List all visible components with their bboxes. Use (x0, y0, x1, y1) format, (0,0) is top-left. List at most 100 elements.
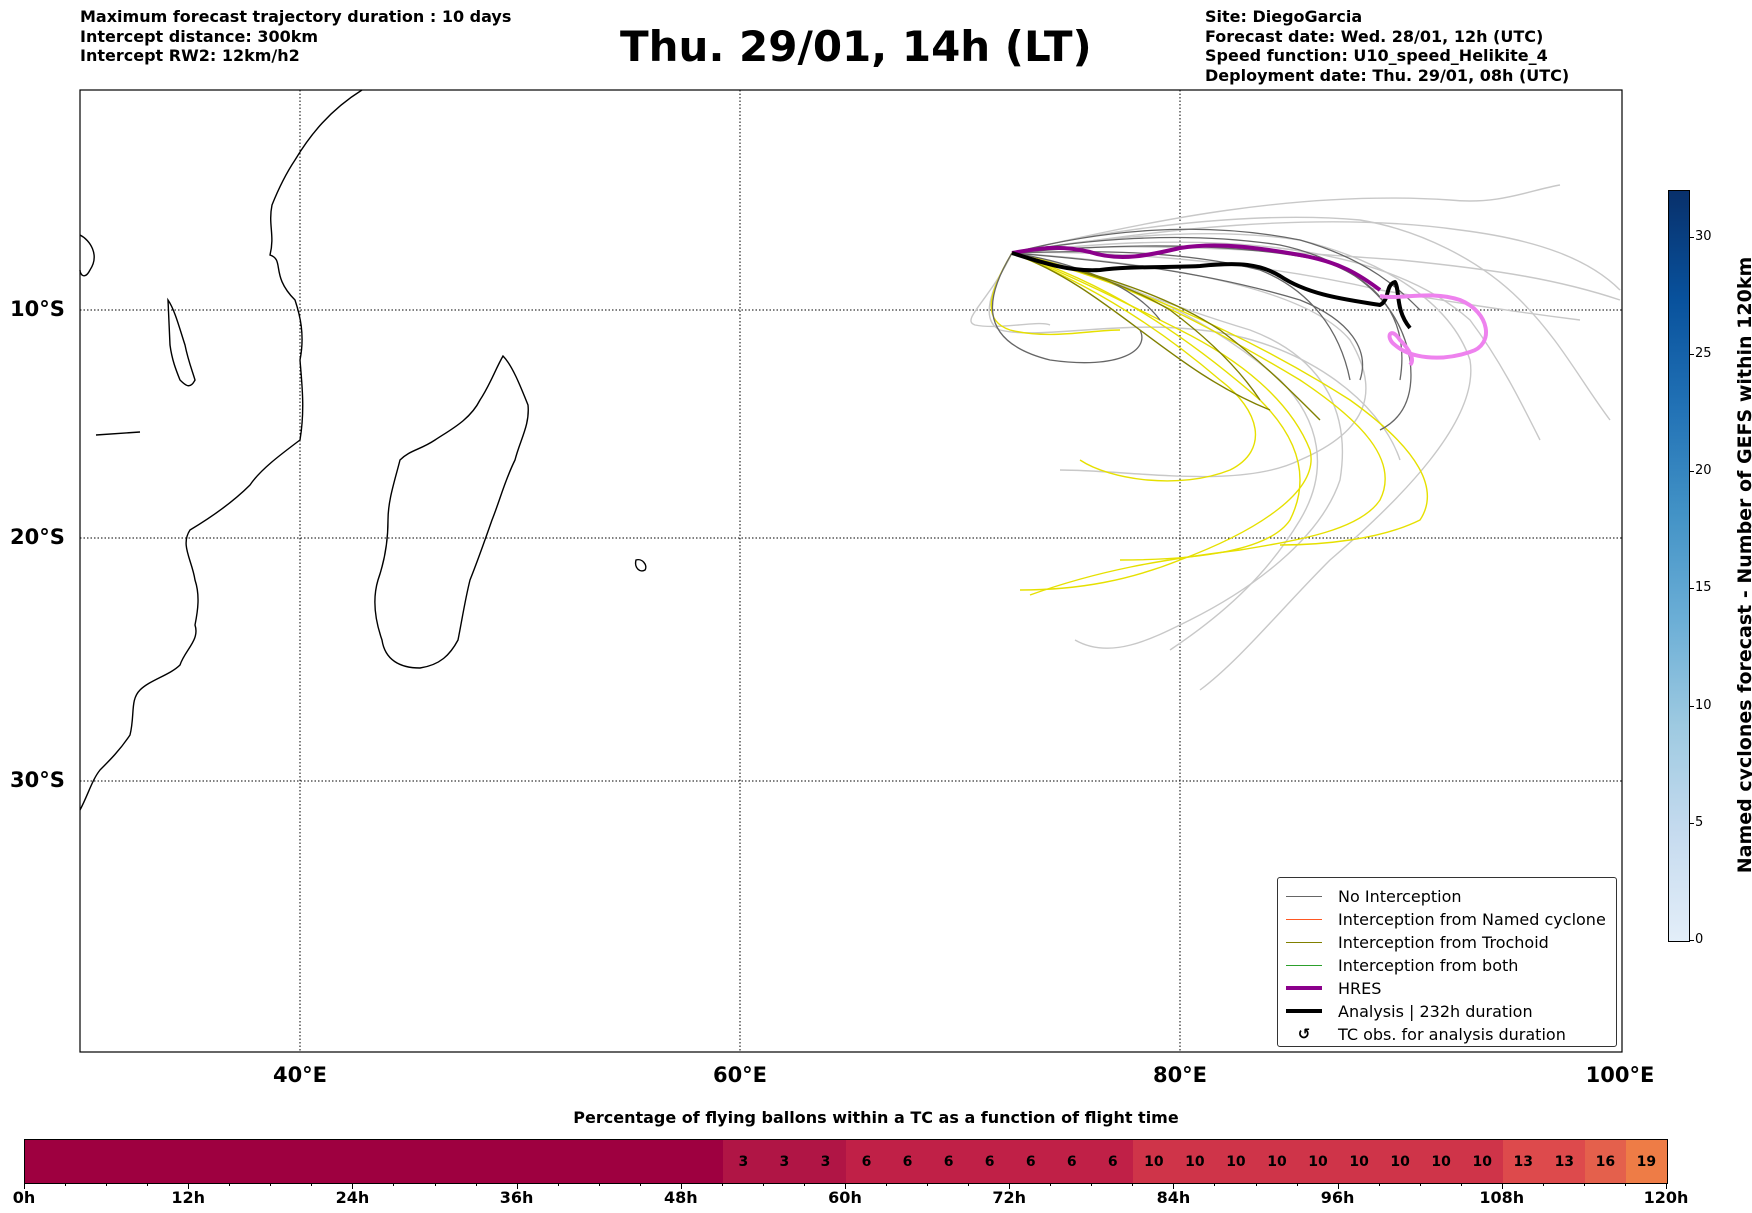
bar-tick-mark (845, 1183, 846, 1189)
bar-segment: 10 (1256, 1140, 1298, 1183)
bar-tick-mark (803, 1183, 805, 1186)
bar-segment: 6 (887, 1140, 929, 1183)
bar-tick-mark (1132, 1183, 1134, 1186)
colorbar-tick-label: 25 (1695, 346, 1712, 362)
header-site: Site: DiegoGarcia (1205, 7, 1363, 26)
colorbar-tick-label: 10 (1695, 697, 1712, 713)
tc-obs-icon: ↺ (1297, 1025, 1311, 1043)
legend-label: Analysis | 232h duration (1338, 1001, 1533, 1021)
header-deployment-date: Deployment date: Thu. 29/01, 08h (UTC) (1205, 65, 1570, 85)
legend-both: Interception from both (1286, 954, 1518, 976)
lat-label-10s: 10°S (10, 297, 65, 321)
bar-tick-label: 84h (1156, 1188, 1191, 1207)
africa-coast (79, 89, 363, 811)
bar-tick-label: 120h (1643, 1188, 1689, 1207)
bar-tick-mark (311, 1183, 313, 1186)
pink-track (1379, 293, 1488, 367)
bar-segment: 6 (969, 1140, 1011, 1183)
bar-segment: 13 (1502, 1140, 1544, 1183)
lon-label-40e: 40°E (272, 1063, 328, 1087)
colorbar-tick-mark (1689, 236, 1694, 238)
legend-trochoid: Interception from Trochoid (1286, 931, 1549, 953)
ensemble-track-no-interception (1011, 252, 1364, 381)
bar-segment: 10 (1174, 1140, 1216, 1183)
ensemble-track-trochoid (1011, 252, 1271, 411)
bar-segment: 3 (804, 1140, 846, 1183)
ensemble-track-outer (1011, 241, 1541, 441)
bar-tick-mark (1378, 1183, 1380, 1186)
coastlines (79, 89, 647, 811)
ensemble-track-outer (988, 252, 1401, 461)
bar-segment: 6 (1092, 1140, 1134, 1183)
ensemble-track-outer (1011, 221, 1621, 291)
header-right: Site: DiegoGarcia Forecast date: Wed. 28… (1205, 7, 1569, 85)
header-intercept-rw2: Intercept RW2: 12km/h2 (80, 46, 300, 65)
bar-segment: 6 (1051, 1140, 1093, 1183)
colorbar-tick-mark (1689, 940, 1694, 941)
ensemble-track-no-interception (991, 252, 1143, 364)
bar-tick-mark (1583, 1183, 1585, 1186)
legend-swatch (1286, 941, 1322, 943)
legend-hres: HRES (1286, 977, 1381, 999)
colorbar (1668, 190, 1690, 942)
bar-segment: 10 (1338, 1140, 1380, 1183)
gridlines (80, 90, 1622, 1052)
bar-tick-mark (639, 1183, 641, 1186)
bar-segment: 10 (1297, 1140, 1339, 1183)
analysis-track (1011, 251, 1412, 330)
bar-segment: 6 (845, 1140, 888, 1183)
bar-tick-mark (1009, 1183, 1011, 1189)
colorbar-tick-mark (1689, 822, 1694, 824)
legend-label: Interception from Named cyclone (1338, 909, 1606, 929)
ensemble-track-outer (1011, 252, 1319, 651)
bar-tick-label: 48h (663, 1188, 698, 1207)
bar-tick-label: 12h (171, 1188, 206, 1207)
bar-tick-label: 96h (1320, 1188, 1355, 1207)
bar-segment: 6 (1010, 1140, 1052, 1183)
header-left: Maximum forecast trajectory duration : 1… (80, 7, 511, 66)
bar-tick-mark (680, 1183, 682, 1189)
header-duration: Maximum forecast trajectory duration : 1… (80, 7, 512, 26)
bar-tick-mark (598, 1183, 600, 1186)
trajectories (970, 184, 1621, 691)
hres-track (1011, 243, 1382, 292)
legend-swatch (1286, 918, 1322, 920)
legend-swatch (1286, 986, 1322, 990)
bar-tick-mark (927, 1183, 929, 1186)
bar-tick-mark (1501, 1183, 1503, 1189)
bar-segment: 10 (1461, 1140, 1503, 1183)
ensemble-track-yellow (1011, 252, 1301, 561)
bar-segment: 3 (763, 1140, 805, 1183)
header-forecast-date: Forecast date: Wed. 28/01, 12h (UTC) (1205, 26, 1544, 46)
legend-no-interception: No Interception (1286, 885, 1462, 907)
ensemble-track-yellow (1011, 252, 1386, 596)
colorbar-tick-label: 15 (1695, 580, 1712, 596)
bar-tick-mark (229, 1183, 231, 1186)
bar-tick-mark (1255, 1183, 1257, 1186)
colorbar-tick-label: 5 (1695, 814, 1704, 830)
bar-tick-mark (24, 1183, 25, 1189)
bar-segment: 3 (722, 1140, 764, 1183)
legend-analysis: Analysis | 232h duration (1286, 1000, 1533, 1022)
bar-segment: 10 (1133, 1140, 1175, 1183)
bar-tick-mark (65, 1183, 67, 1186)
bar-tick-mark (1624, 1183, 1626, 1186)
bar-tick-mark (1542, 1183, 1544, 1186)
colorbar-tick-label: 20 (1695, 463, 1712, 479)
legend-swatch (1286, 964, 1322, 966)
bar-tick-mark (886, 1183, 888, 1186)
ensemble-track-outer (1011, 233, 1472, 691)
colorbar-tick-mark (1689, 705, 1694, 707)
bar-tick-mark (270, 1183, 272, 1186)
lon-label-80e: 80°E (1152, 1063, 1208, 1087)
ensemble-track-outer (970, 252, 1051, 328)
bar-tick-label: 60h (828, 1188, 862, 1207)
bar-tick-mark (1460, 1183, 1462, 1186)
flight-time-bar: 3 3 3 6 6 6 6 6 6 6 10 10 10 10 10 10 10 10 10 13 13 16 19 (24, 1139, 1668, 1184)
bar-tick-mark (1419, 1183, 1421, 1186)
bar-tick-label: 0h (12, 1188, 36, 1207)
map-title: Thu. 29/01, 14h (LT) (620, 22, 1092, 71)
legend-swatch (1286, 895, 1322, 897)
bar-tick-mark (1091, 1183, 1093, 1186)
